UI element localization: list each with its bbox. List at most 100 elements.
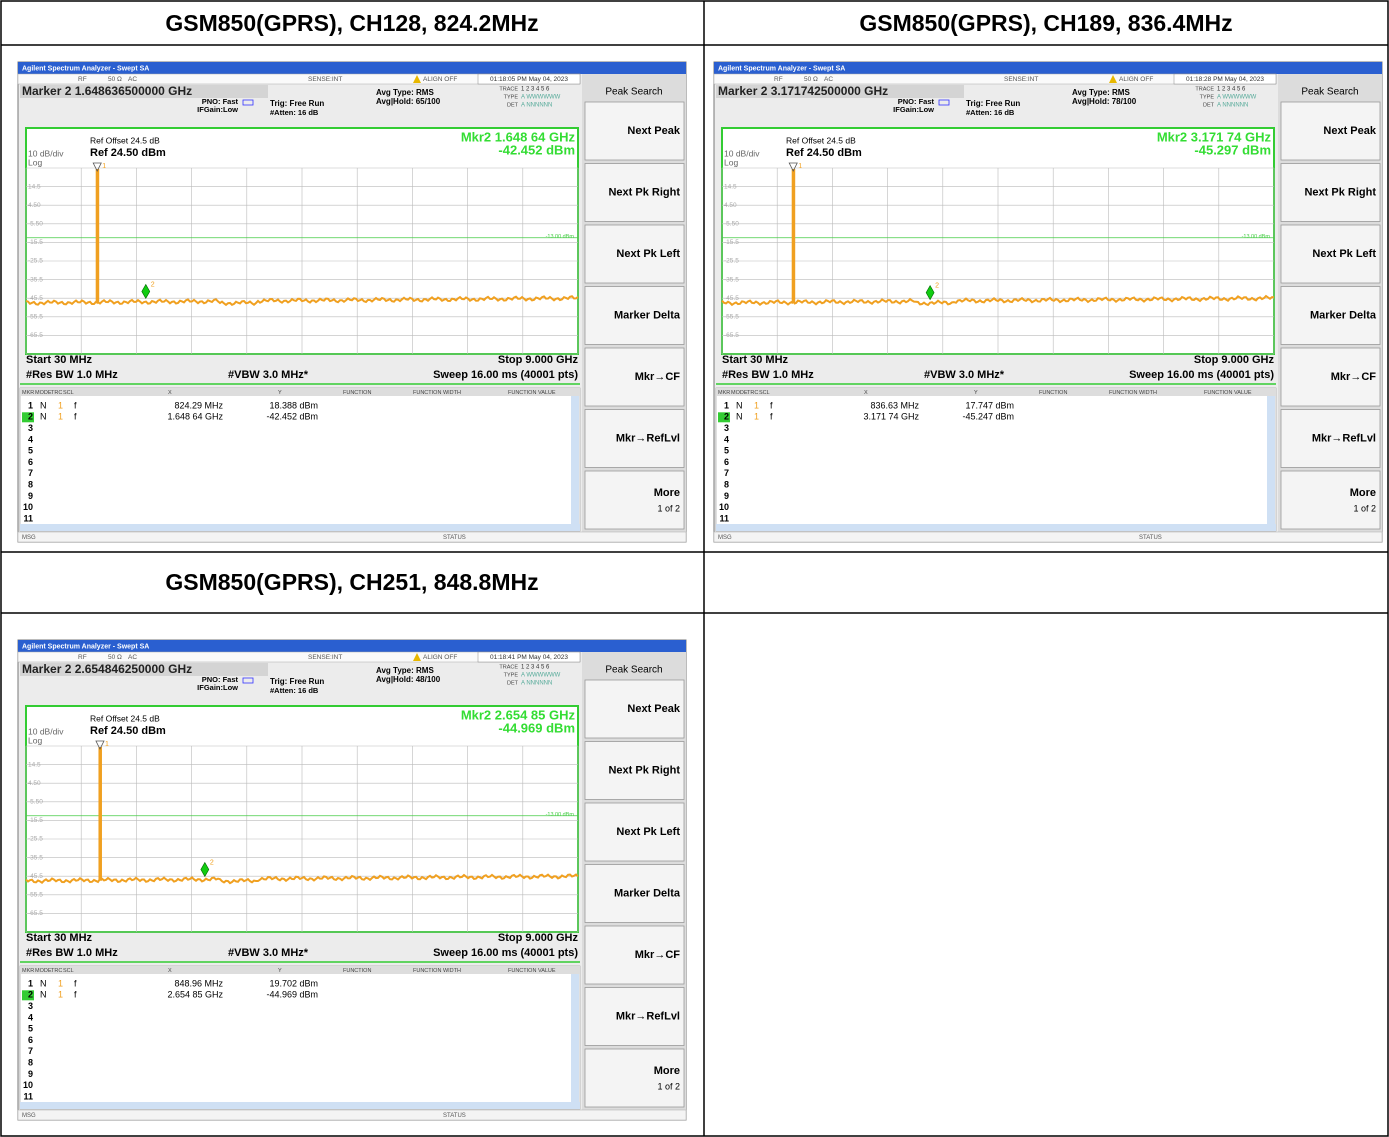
row-number: 2 bbox=[724, 412, 729, 422]
avg-hold: Avg|Hold: 65/100 bbox=[376, 97, 441, 106]
trace-value: 1 2 3 4 5 6 bbox=[1217, 87, 1246, 93]
softkey[interactable] bbox=[584, 286, 685, 345]
softkey[interactable] bbox=[584, 470, 685, 530]
y-tick-label: -45.5 bbox=[28, 873, 43, 880]
softkey[interactable] bbox=[1280, 163, 1381, 222]
marker-trace: 1 bbox=[58, 990, 63, 1000]
row-number: 6 bbox=[28, 457, 33, 467]
row-number: 11 bbox=[23, 1091, 33, 1101]
avg-hold: Avg|Hold: 78/100 bbox=[1072, 97, 1137, 106]
softkey-label: Marker Delta bbox=[614, 309, 681, 321]
y-tick-label: -65.5 bbox=[724, 332, 739, 339]
marker-scale: f bbox=[770, 412, 773, 422]
softkey[interactable] bbox=[584, 409, 685, 468]
y-tick-label: -15.5 bbox=[724, 239, 739, 246]
table-header: MKR bbox=[22, 968, 34, 974]
softkey[interactable] bbox=[1280, 101, 1381, 161]
table-header: MKR bbox=[22, 390, 34, 396]
table-header: X bbox=[168, 390, 172, 396]
y-tick-label: -35.5 bbox=[28, 854, 43, 861]
table-header: TRC bbox=[747, 390, 758, 396]
cell-header: GSM850(GPRS), CH128, 824.2MHz bbox=[165, 10, 538, 36]
marker-1-flag: 1 bbox=[102, 163, 106, 170]
row-number: 10 bbox=[23, 502, 33, 512]
trace-label: TYPE bbox=[504, 94, 519, 100]
timestamp: 01:18:05 PM May 04, 2023 bbox=[490, 76, 568, 83]
bottom-bar bbox=[17, 531, 687, 543]
align-icon bbox=[413, 75, 421, 83]
window-title: Agilent Spectrum Analyzer - Swept SA bbox=[718, 65, 845, 72]
row-highlight bbox=[22, 990, 34, 1001]
status-item: RF bbox=[78, 76, 87, 83]
row-highlight bbox=[22, 412, 34, 423]
marker-box bbox=[20, 663, 268, 676]
marker-trace: 1 bbox=[754, 400, 759, 410]
softkey[interactable] bbox=[584, 864, 685, 923]
status-item: 50 Ω bbox=[804, 76, 818, 83]
trace-value: A WWWWWW bbox=[521, 673, 561, 679]
row-number: 9 bbox=[28, 491, 33, 501]
spectrum-trace bbox=[25, 747, 579, 885]
scale: 10 dB/div bbox=[724, 148, 760, 158]
avg-type: Avg Type: RMS bbox=[1072, 88, 1130, 97]
table-header: FUNCTION VALUE bbox=[508, 390, 556, 396]
softkey[interactable] bbox=[1280, 470, 1381, 530]
softkey[interactable] bbox=[584, 347, 685, 407]
softkey[interactable] bbox=[1280, 409, 1381, 468]
marker-mode: N bbox=[40, 978, 47, 988]
softkey[interactable] bbox=[1280, 347, 1381, 407]
pno: PNO: Fast bbox=[202, 97, 239, 106]
status-item: RF bbox=[774, 76, 783, 83]
limit-label: -13.00 dBm bbox=[546, 812, 575, 818]
softkey[interactable] bbox=[1280, 224, 1381, 284]
sweep: Sweep 16.00 ms (40001 pts) bbox=[1129, 369, 1274, 381]
vbw: #VBW 3.0 MHz* bbox=[228, 947, 309, 959]
trig-icon bbox=[242, 677, 254, 684]
active-marker: Marker 2 1.648636500000 GHz bbox=[22, 84, 192, 98]
table-header: Y bbox=[278, 968, 282, 974]
y-tick-label: 14.5 bbox=[724, 183, 737, 190]
title-bar bbox=[18, 62, 686, 74]
table-header: SCL bbox=[63, 968, 74, 974]
time-box bbox=[477, 651, 581, 663]
softkey[interactable] bbox=[584, 802, 685, 862]
softkey[interactable] bbox=[584, 1048, 685, 1108]
table-header: SCL bbox=[759, 390, 770, 396]
marker-box bbox=[20, 85, 268, 98]
y-tick-label: -65.5 bbox=[28, 332, 43, 339]
table-header-row bbox=[20, 388, 580, 396]
status-item: ALIGN OFF bbox=[1119, 76, 1153, 83]
trig-icon bbox=[938, 99, 950, 106]
softkey-label: More bbox=[654, 487, 680, 499]
vbw: #VBW 3.0 MHz* bbox=[228, 369, 309, 381]
marker-1-flag: 1 bbox=[105, 741, 109, 748]
softkey[interactable] bbox=[1280, 286, 1381, 345]
marker-x: 824.29 MHz bbox=[174, 400, 223, 410]
softkey[interactable] bbox=[584, 224, 685, 284]
softkey[interactable] bbox=[584, 101, 685, 161]
marker-trace: 1 bbox=[754, 412, 759, 422]
trace-label: TRACE bbox=[1195, 86, 1214, 92]
softkey[interactable] bbox=[584, 163, 685, 222]
row-number: 10 bbox=[23, 1080, 33, 1090]
softkey[interactable] bbox=[584, 679, 685, 739]
softkey[interactable] bbox=[584, 987, 685, 1046]
y-tick-label: -15.5 bbox=[28, 817, 43, 824]
marker-y: 17.747 dBm bbox=[965, 400, 1014, 410]
softkey[interactable] bbox=[584, 741, 685, 800]
trace-label: TRACE bbox=[499, 664, 518, 670]
timestamp: 01:18:41 PM May 04, 2023 bbox=[490, 654, 568, 661]
marker-x: 2.654 85 GHz bbox=[167, 990, 223, 1000]
row-highlight bbox=[718, 412, 730, 423]
marker-trace: 1 bbox=[58, 400, 63, 410]
trace-label: TYPE bbox=[504, 672, 519, 678]
align-icon bbox=[1109, 75, 1117, 83]
softkey-label: Mkr→CF bbox=[635, 371, 681, 383]
softkey-label: Next Pk Left bbox=[616, 826, 680, 838]
softkey[interactable] bbox=[584, 925, 685, 985]
softkey-label: Next Pk Right bbox=[608, 186, 680, 198]
